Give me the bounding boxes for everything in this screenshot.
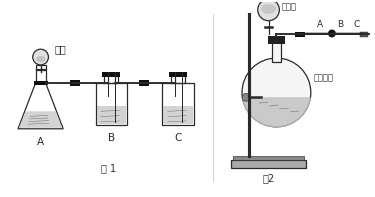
Text: A: A: [316, 20, 323, 29]
Bar: [34, 81, 48, 85]
Circle shape: [242, 58, 311, 127]
Text: C: C: [174, 133, 182, 143]
Bar: [36, 65, 46, 83]
Bar: [295, 32, 305, 37]
Bar: [96, 83, 127, 125]
Bar: [102, 72, 120, 77]
Bar: [164, 106, 193, 124]
Bar: [169, 72, 187, 77]
Ellipse shape: [36, 56, 45, 62]
Bar: [272, 40, 281, 62]
Bar: [171, 74, 185, 83]
Circle shape: [33, 49, 48, 65]
Circle shape: [328, 30, 336, 37]
Bar: [70, 80, 80, 86]
Bar: [139, 80, 148, 86]
Bar: [97, 106, 126, 124]
Polygon shape: [243, 98, 310, 127]
Text: 图2: 图2: [262, 173, 274, 183]
Text: 高锰酸钾: 高锰酸钾: [314, 73, 334, 82]
Text: 浓盐酸: 浓盐酸: [281, 2, 296, 11]
Circle shape: [258, 0, 279, 21]
Text: 盐酸: 盐酸: [54, 44, 66, 54]
Text: B: B: [337, 20, 343, 29]
Bar: [162, 83, 194, 125]
Text: C: C: [354, 20, 360, 29]
Circle shape: [242, 93, 250, 101]
Bar: [268, 36, 285, 44]
Bar: [360, 32, 368, 37]
Bar: [231, 160, 306, 168]
Ellipse shape: [261, 4, 276, 14]
Bar: [233, 156, 304, 160]
Text: 图 1: 图 1: [101, 163, 116, 173]
Text: A: A: [37, 137, 44, 147]
Polygon shape: [19, 111, 62, 128]
Bar: [104, 74, 118, 83]
Text: B: B: [108, 133, 115, 143]
